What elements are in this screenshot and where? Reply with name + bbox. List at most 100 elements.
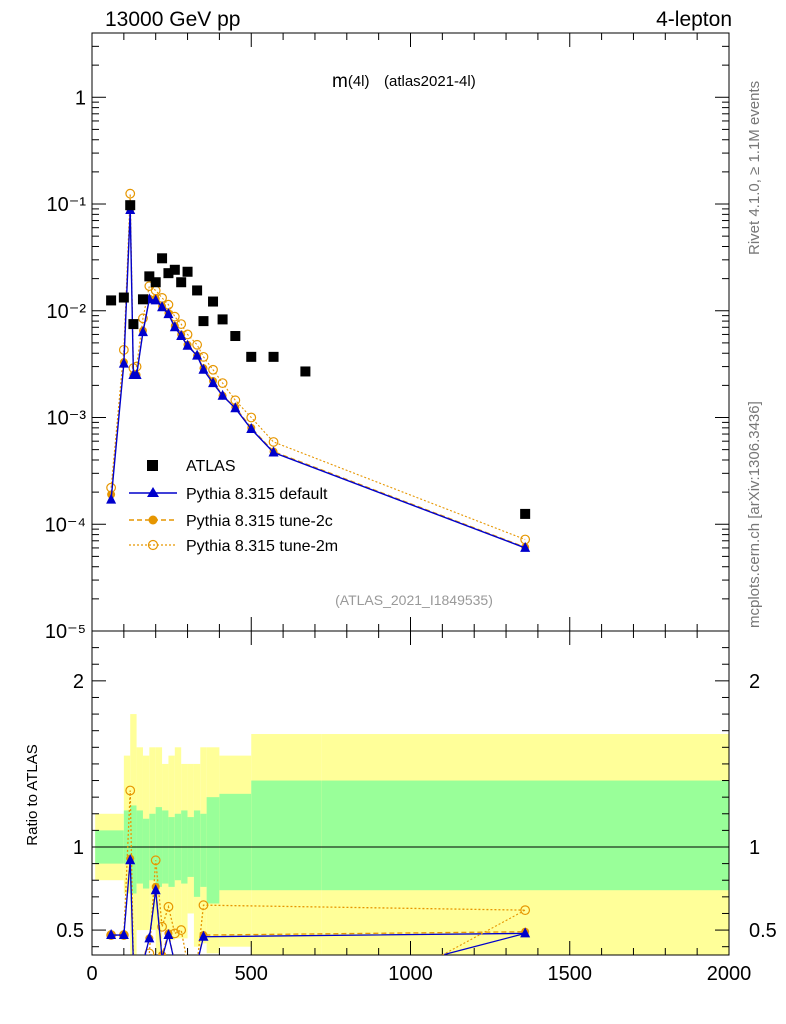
atlas-point: [198, 316, 209, 327]
atlas-point: [268, 351, 279, 362]
data-series: [106, 188, 531, 955]
atlas-point: [118, 292, 129, 303]
atlas-point: [169, 264, 180, 275]
ratio-band-green: [193, 810, 201, 897]
ratio-default-tail: [442, 932, 526, 955]
series-point-1: [208, 377, 219, 388]
legend-marker-tune2c: [148, 515, 158, 525]
ratio-tune2m-point: [150, 855, 161, 866]
chart-title-tag: (atlas2021-4l): [384, 73, 476, 90]
xtick-label: 1500: [548, 963, 593, 985]
ratio-ytick-label: 0.5: [56, 920, 84, 942]
series-point-1: [246, 423, 257, 434]
atlas-point: [128, 319, 139, 330]
ratio-default-point: [520, 927, 531, 938]
atlas-point: [137, 294, 148, 305]
series-point-1: [163, 308, 174, 319]
header-process: 13000 GeV pp: [105, 8, 241, 31]
ratio-default-point: [144, 932, 155, 943]
atlas-point: [176, 277, 187, 288]
ratio-band-green: [130, 805, 137, 894]
ratio-band-green: [251, 780, 322, 891]
ratio-ylabel: Ratio to ATLAS: [24, 744, 41, 845]
ratio-ytick-label: 2: [73, 671, 84, 693]
series-point-1: [268, 446, 279, 457]
atlas-point: [163, 268, 174, 279]
uncertainty-bands: [92, 714, 729, 955]
ratio-default-point: [163, 929, 174, 940]
ratio-band-green: [168, 817, 175, 887]
chart-title-paren: (4l): [348, 73, 370, 90]
legend-tune2m: Pythia 8.315 tune-2m: [186, 538, 338, 555]
atlas-point: [520, 508, 531, 519]
atlas-point: [246, 351, 257, 362]
ratio-ytick-label-right: 2: [749, 671, 760, 693]
series-point-1: [157, 301, 168, 312]
atlas-point: [182, 266, 193, 277]
ratio-band-green: [142, 818, 150, 889]
series-point-1: [150, 294, 161, 305]
ratio-default-point: [118, 929, 129, 940]
legend: ATLAS Pythia 8.315 default Pythia 8.315 …: [129, 458, 338, 555]
series-point-1: [192, 349, 203, 360]
atlas-point: [150, 277, 161, 288]
chart-title-main: m: [332, 71, 348, 92]
ratio-default-point: [150, 884, 161, 895]
svg-text:m(4l): m(4l): [332, 71, 370, 92]
atlas-point: [192, 285, 203, 296]
series-point-1: [169, 321, 180, 332]
series-point-1: [106, 493, 117, 504]
series-point-1: [198, 363, 209, 374]
atlas-point: [217, 314, 228, 325]
series-point-3: [268, 437, 279, 447]
atlas-point: [300, 366, 311, 377]
ratio-tune2m-point: [176, 925, 187, 935]
ratio-series: [106, 785, 531, 955]
ytick-label: 10⁻¹: [47, 194, 87, 216]
analysis-label: (ATLAS_2021_I1849535): [335, 592, 493, 608]
ytick-label: 1: [75, 87, 86, 109]
ratio-ytick-label: 1: [73, 837, 84, 859]
ytick-label: 10⁻²: [47, 301, 87, 323]
ratio-band-green: [219, 793, 252, 891]
ratio-band-green: [321, 780, 729, 891]
xtick-label: 500: [235, 963, 268, 985]
ratio-tune2m-point: [125, 785, 136, 796]
series-point-1: [131, 369, 142, 380]
ratio-default-point: [106, 929, 117, 940]
atlas-point: [106, 295, 117, 306]
axes: 10⁻⁵ 10⁻⁴ 10⁻³ 10⁻² 10⁻¹ 1 0 500 1000 1500 2000 0.5…: [45, 32, 777, 985]
ratio-band-green: [206, 797, 220, 904]
ratio-default-point: [125, 854, 136, 865]
ratio-ytick-label-right: 1: [749, 837, 760, 859]
legend-atlas: ATLAS: [186, 458, 236, 475]
series-point-1: [520, 541, 531, 552]
ratio-default-point: [198, 930, 209, 941]
series-point-3: [125, 188, 136, 199]
ratio-ytick-label-right: 0.5: [749, 920, 777, 942]
ratio-band-green: [200, 813, 207, 887]
legend-marker-default: [147, 487, 159, 497]
legend-default: Pythia 8.315 default: [186, 486, 328, 503]
ratio-tune2m-point: [157, 921, 167, 932]
series-point-1: [217, 389, 228, 400]
xtick-label: 0: [86, 963, 97, 985]
atlas-point: [208, 296, 219, 307]
series-point-1: [230, 402, 241, 413]
series-point-3: [246, 412, 257, 423]
series-point-3: [192, 339, 203, 350]
ratio-band-green: [123, 810, 131, 864]
ytick-label: 10⁻⁴: [45, 514, 86, 536]
legend-tune2c: Pythia 8.315 tune-2c: [186, 513, 333, 530]
series-point-1: [137, 326, 148, 337]
ratio-tune2m-point: [198, 900, 209, 911]
series-point-3: [217, 378, 228, 389]
ratio-tune2m-point: [520, 905, 531, 916]
ytick-label: 10⁻³: [47, 408, 87, 430]
xtick-label: 1000: [388, 963, 433, 985]
atlas-point: [144, 271, 155, 282]
header-channel: 4-lepton: [656, 8, 732, 31]
ytick-label: 10⁻⁵: [45, 621, 86, 643]
atlas-point: [230, 331, 241, 342]
